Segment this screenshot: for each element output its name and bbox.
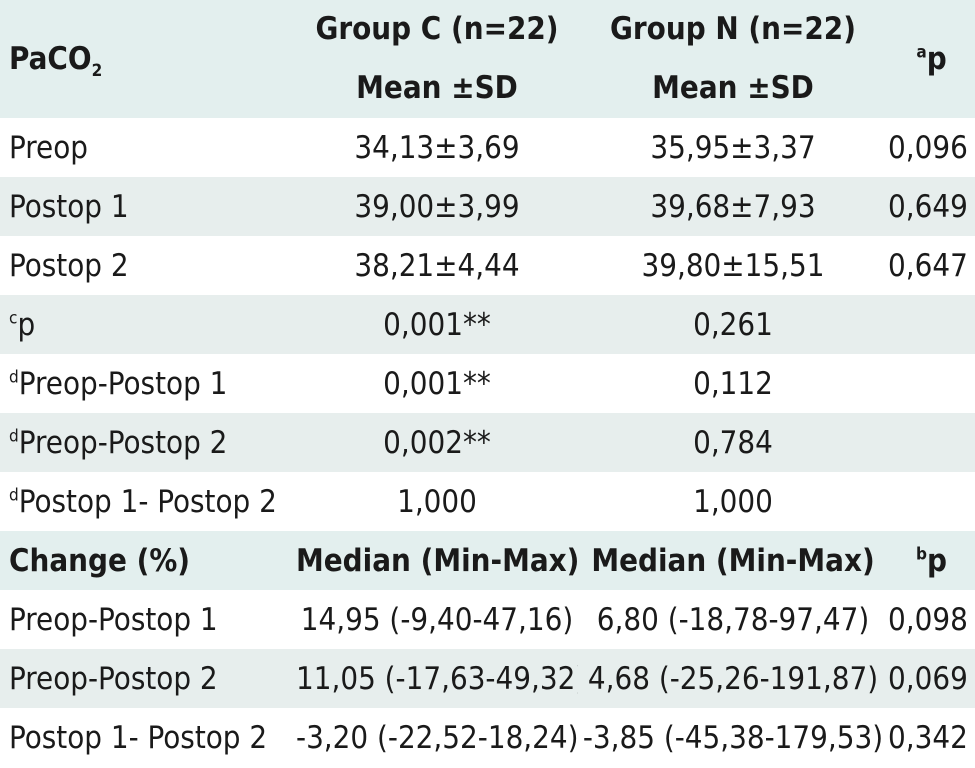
header-p: ap bbox=[888, 0, 975, 118]
table-row: Postop 1- Postop 2 -3,20 (-22,52-18,24) … bbox=[9, 719, 968, 756]
table-row: cp 0,001** 0,261 bbox=[0, 295, 975, 354]
table-row: Postop 2 38,21±4,44 39,80±15,51 0,647 bbox=[9, 247, 968, 284]
table-row: Preop-Postop 2 11,05 (-17,63-49,32) 4,68… bbox=[0, 649, 975, 708]
table-row: Preop-Postop 1 14,95 (-9,40-47,16) 6,80 … bbox=[9, 601, 968, 638]
header-paco2: PaCO2 bbox=[0, 0, 296, 118]
table-row: dPreop-Postop 2 0,002** 0,784 bbox=[0, 413, 975, 472]
header-group-c: Group C (n=22) Mean ±SD bbox=[296, 0, 578, 118]
table-row: Preop 34,13±3,69 35,95±3,37 0,096 bbox=[9, 129, 968, 166]
table-header: PaCO2 Group C (n=22) Mean ±SD Group N (n=… bbox=[0, 0, 975, 118]
header-group-n: Group N (n=22) Mean ±SD bbox=[578, 0, 888, 118]
table-row: dPostop 1- Postop 2 1,000 1,000 bbox=[9, 483, 773, 520]
table-row: Postop 1 39,00±3,99 39,68±7,93 0,649 bbox=[0, 177, 975, 236]
table-row: dPreop-Postop 1 0,001** 0,112 bbox=[9, 365, 773, 402]
change-header: Change (%) Median (Min-Max) Median (Min-… bbox=[0, 531, 975, 590]
